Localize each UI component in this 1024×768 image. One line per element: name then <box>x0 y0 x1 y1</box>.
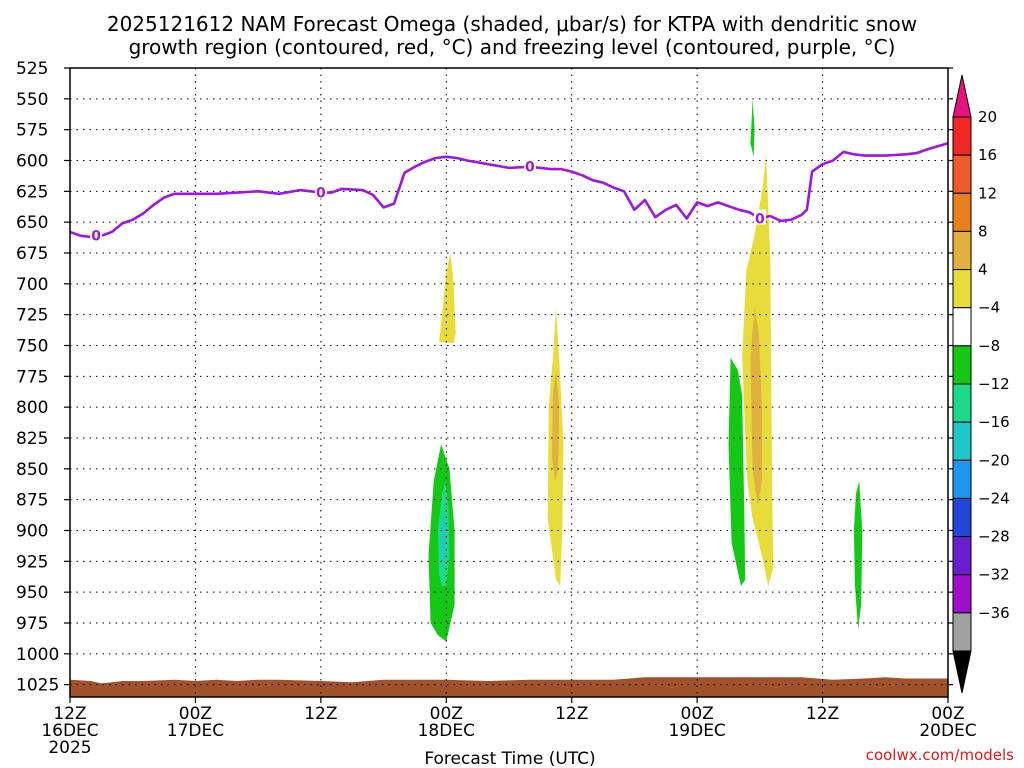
colorbar-label: −16 <box>978 413 1010 431</box>
colorbar-label: −32 <box>978 566 1010 584</box>
freezing-level-label: 0 <box>755 211 765 227</box>
y-tick-label: 1000 <box>16 645 59 665</box>
colorbar-bin-5 <box>952 307 972 347</box>
omega-region-0 <box>439 253 456 343</box>
x-tick-label: 12Z <box>53 704 86 724</box>
y-tick-label: 775 <box>16 367 48 387</box>
x-axis-title: Forecast Time (UTC) <box>424 749 595 768</box>
y-tick-label: 925 <box>16 552 48 572</box>
colorbar-bin-8 <box>952 421 972 461</box>
omega-region-9 <box>750 98 755 157</box>
y-tick-label: 725 <box>16 306 48 326</box>
plot-frame <box>69 67 949 698</box>
freezing-label-bg-0 <box>90 226 103 242</box>
y-tick-label: 800 <box>16 398 48 418</box>
colorbar-bin-1 <box>952 154 972 194</box>
x-tick-label: 17DEC <box>167 721 224 741</box>
colorbar-top-arrow <box>952 74 972 118</box>
colorbar-bin-7 <box>952 383 972 423</box>
x-tick-label: 16DEC <box>41 721 98 741</box>
colorbar-label: 8 <box>978 222 988 240</box>
y-tick-label: 750 <box>16 337 48 357</box>
freezing-level-layer: 0 0 0 0 <box>69 141 949 245</box>
x-tick-label: 18DEC <box>418 721 475 741</box>
gridlines <box>69 67 949 697</box>
colorbar-bottom-arrow <box>952 650 972 694</box>
x-tick-label: 20DEC <box>919 721 976 741</box>
y-tick-label: 975 <box>16 614 48 634</box>
x-tick-label: 12Z <box>555 704 588 724</box>
y-tick-label: 625 <box>16 182 48 202</box>
freezing-level-label: 0 <box>316 186 326 202</box>
colorbar-label: 20 <box>978 108 997 126</box>
x-tick-label: 19DEC <box>668 721 725 741</box>
colorbar-label: 4 <box>978 261 988 279</box>
colorbar-bin-2 <box>952 192 972 232</box>
y-tick-label: 675 <box>16 244 48 264</box>
colorbar-label: −36 <box>978 604 1010 622</box>
terrain-fill <box>70 677 948 697</box>
y-tick-label: 825 <box>16 429 48 449</box>
freezing-label-bg-2 <box>523 157 536 173</box>
x-tick-label: 12Z <box>806 704 839 724</box>
y-tick-label: 900 <box>16 522 48 542</box>
y-tick-label: 700 <box>16 275 48 295</box>
credit-text: coolwx.com/models <box>866 746 1014 764</box>
y-tick-label: 875 <box>16 491 48 511</box>
omega-region-8 <box>728 357 746 586</box>
colorbar-bin-6 <box>952 345 972 385</box>
colorbar-bin-9 <box>952 459 972 499</box>
y-tick-label: 525 <box>16 59 48 79</box>
freezing-level-label: 0 <box>91 229 101 245</box>
y-tick-label: 950 <box>16 583 48 603</box>
x-tick-label: 2025 <box>48 738 91 758</box>
colorbar-label: 12 <box>978 184 997 202</box>
y-tick-label: 575 <box>16 121 48 141</box>
x-tick-label: 00Z <box>179 704 212 724</box>
x-tick-label: 12Z <box>304 704 337 724</box>
omega-region-10 <box>853 481 863 630</box>
colorbar-bin-12 <box>952 574 972 614</box>
freezing-label-bg-1 <box>314 183 327 199</box>
colorbar-bin-4 <box>952 269 972 309</box>
colorbar-label: −20 <box>978 451 1010 469</box>
x-tick-label: 00Z <box>430 704 463 724</box>
x-tick-label: 00Z <box>681 704 714 724</box>
colorbar-bin-3 <box>952 230 972 271</box>
chart-title-line-1: 2025121612 NAM Forecast Omega (shaded, μ… <box>107 12 917 36</box>
omega-region-3 <box>440 512 447 565</box>
omega-region-7 <box>750 308 762 506</box>
colorbar-bin-0 <box>952 116 972 156</box>
omega-shaded-regions <box>428 98 863 642</box>
y-axis: 525 550 575 600 625 650 675 700 725 750 775 800 825 8… <box>16 59 953 696</box>
colorbar-bin-13 <box>952 612 972 652</box>
y-tick-label: 1025 <box>16 676 59 696</box>
colorbar-label: −24 <box>978 489 1010 507</box>
freezing-level-label: 0 <box>525 160 535 176</box>
y-tick-label: 850 <box>16 460 48 480</box>
freezing-label-bg-3 <box>753 209 766 225</box>
freezing-level-line <box>69 141 949 239</box>
colorbar-label: −28 <box>978 528 1010 546</box>
y-tick-label: 600 <box>16 152 48 172</box>
colorbar-bin-11 <box>952 536 972 576</box>
colorbar-label: −8 <box>978 337 1000 355</box>
colorbar-legend: 20 16 12 8 4 −4 −8 −12 −16 −20 −24 −28 −32 −36 <box>952 74 1010 694</box>
colorbar-label: −12 <box>978 375 1010 393</box>
chart-title-line-2: growth region (contoured, red, °C) and f… <box>129 35 896 59</box>
x-tick-label: 00Z <box>931 704 964 724</box>
y-tick-label: 650 <box>16 213 48 233</box>
colorbar-bin-10 <box>952 497 972 538</box>
y-tick-label: 550 <box>16 90 48 110</box>
omega-region-5 <box>551 370 560 482</box>
colorbar-label: −4 <box>978 299 1000 317</box>
terrain-layer <box>70 677 948 697</box>
colorbar-label: 16 <box>978 146 997 164</box>
